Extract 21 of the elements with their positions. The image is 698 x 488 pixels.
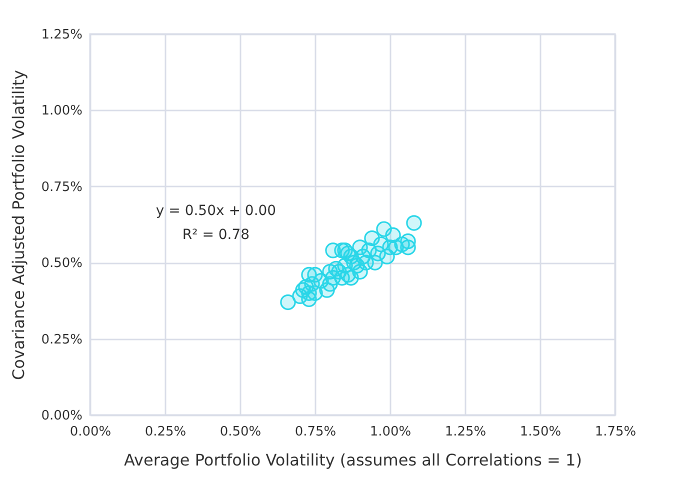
x-tick-label: 1.25% xyxy=(444,424,486,440)
y-tick-label: 1.25% xyxy=(41,28,82,42)
annotation: R² = 0.78 xyxy=(182,227,250,243)
x-tick-label: 1.75% xyxy=(594,424,636,440)
y-axis-title: Covariance Adjusted Portfolio Volatility xyxy=(9,70,28,380)
point xyxy=(406,215,422,231)
x-tick-label: 1.00% xyxy=(370,424,412,440)
y-tick-label: 0.50% xyxy=(41,256,82,272)
y-tick-label: 0.00% xyxy=(41,408,82,424)
x-tick-label: 1.50% xyxy=(520,424,562,440)
x-tick-label: 0.50% xyxy=(220,424,262,440)
point xyxy=(280,294,296,310)
y-tick-label: 0.25% xyxy=(41,332,82,348)
x-tick-label: 0.75% xyxy=(294,424,336,440)
x-tick-label: 0.00% xyxy=(70,424,112,440)
y-tick-label: 0.75% xyxy=(41,180,82,195)
annotation: y = 0.50x + 0.00 xyxy=(156,203,276,219)
x-axis-title: Average Portfolio Volatility (assumes all Correlations = 1) xyxy=(124,450,582,470)
x-tick-label: 0.25% xyxy=(144,424,186,440)
y-tick-label: 1.00% xyxy=(41,104,82,119)
point xyxy=(400,233,416,250)
